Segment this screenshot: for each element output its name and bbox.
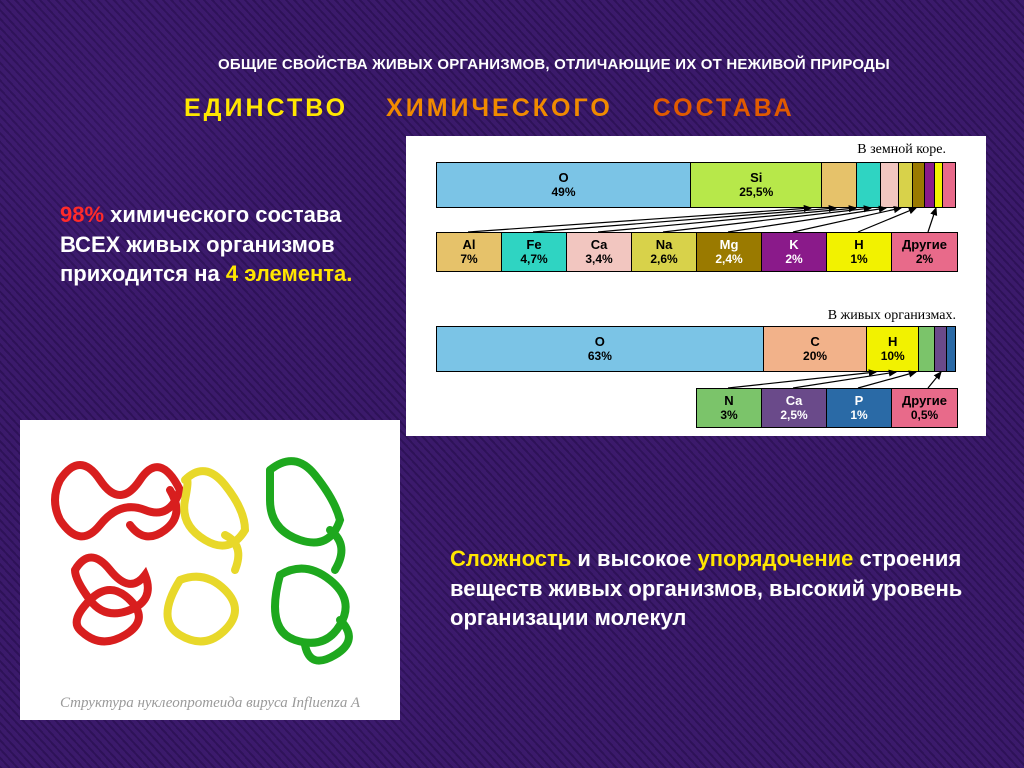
br-mid: и высокое (571, 546, 697, 571)
table-cell: Na2,6% (632, 233, 697, 271)
composition-chart-panel: В земной коре. O49%Si25,5% Al7%Fe4,7%Ca3… (406, 136, 986, 436)
table-cell: Ca2,5% (762, 389, 827, 427)
bar-segment (943, 163, 955, 207)
bar-segment (899, 163, 913, 207)
four-elements-highlight: 4 элемента. (226, 261, 353, 286)
title-word-3: СОСТАВА (653, 94, 795, 122)
bar-segment (947, 327, 955, 371)
bar-segment (919, 327, 935, 371)
bottom-right-text: Сложность и высокое упорядочение строени… (450, 544, 970, 633)
label-organisms: В живых организмах. (828, 308, 956, 324)
bar-segment (935, 163, 943, 207)
bar-segment (913, 163, 925, 207)
table-cell: Ca3,4% (567, 233, 632, 271)
table-cell: Al7% (437, 233, 502, 271)
table-cell: Другие2% (892, 233, 957, 271)
bar-segment: O49% (437, 163, 691, 207)
emphasis-ordering: упорядочение (698, 546, 854, 571)
protein-svg (20, 420, 400, 680)
table-cell: P1% (827, 389, 892, 427)
left-text-block: 98% химического состава ВСЕХ живых орган… (60, 200, 390, 289)
bar-segment: O63% (437, 327, 764, 371)
table-cell: Другие0,5% (892, 389, 957, 427)
bar-segment (935, 327, 947, 371)
table-cell: Mg2,4% (697, 233, 762, 271)
slide-header: ОБЩИЕ СВОЙСТВА ЖИВЫХ ОРГАНИЗМОВ, ОТЛИЧАЮ… (218, 56, 1008, 73)
title-word-2: ХИМИЧЕСКОГО (386, 94, 613, 122)
table-earth-crust: Al7%Fe4,7%Ca3,4%Na2,6%Mg2,4%K2%H1%Другие… (436, 232, 958, 272)
bar-segment (881, 163, 899, 207)
table-organisms: N3%Ca2,5%P1%Другие0,5% (696, 388, 958, 428)
bar-segment (857, 163, 881, 207)
bar-segment: C20% (764, 327, 868, 371)
percent-highlight: 98% (60, 202, 104, 227)
bar-organisms: O63%C20%H10% (436, 326, 956, 372)
table-cell: K2% (762, 233, 827, 271)
table-cell: H1% (827, 233, 892, 271)
protein-illustration: Структура нуклеопротеида вируса Influenz… (20, 420, 400, 720)
slide-title: ЕДИНСТВО ХИМИЧЕСКОГО СОСТАВА (184, 94, 795, 123)
table-cell: Fe4,7% (502, 233, 567, 271)
bar-segment: Si25,5% (691, 163, 822, 207)
bar-segment (822, 163, 857, 207)
title-word-1: ЕДИНСТВО (184, 94, 348, 122)
bar-segment: H10% (867, 327, 919, 371)
table-cell: N3% (697, 389, 762, 427)
bar-segment (925, 163, 935, 207)
protein-caption: Структура нуклеопротеида вируса Influenz… (20, 695, 400, 712)
bar-earth-crust: O49%Si25,5% (436, 162, 956, 208)
emphasis-complexity: Сложность (450, 546, 571, 571)
label-earth-crust: В земной коре. (857, 142, 946, 158)
